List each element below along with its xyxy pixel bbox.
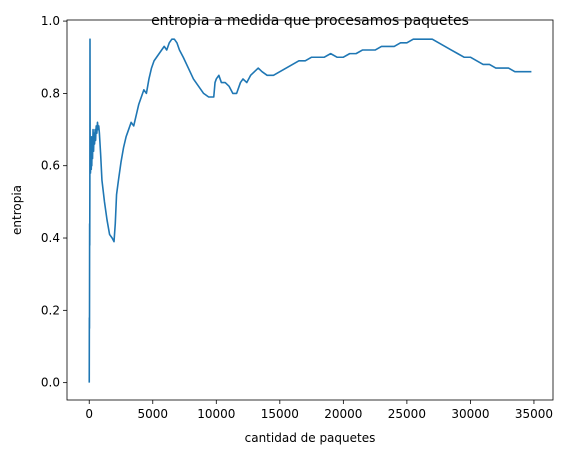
x-tick-label: 15000 [261, 407, 299, 421]
y-tick-label: 1.0 [41, 14, 60, 28]
x-axis-label: cantidad de paquetes [245, 431, 376, 445]
x-tick-label: 10000 [197, 407, 235, 421]
y-axis: 0.0 0.2 0.4 0.6 0.8 1.0 [41, 14, 67, 390]
plot-frame [66, 19, 554, 401]
y-tick-label: 0.0 [41, 376, 60, 390]
y-tick-label: 0.4 [41, 231, 60, 245]
y-tick-label: 0.8 [41, 86, 60, 100]
x-tick-label: 0 [85, 407, 93, 421]
x-axis: 0 5000 10000 15000 20000 25000 30000 35000 [85, 400, 553, 421]
y-tick-label: 0.2 [41, 303, 60, 317]
chart-title: entropia a medida que procesamos paquete… [151, 13, 469, 29]
x-tick-label: 5000 [137, 407, 168, 421]
y-tick-label: 0.6 [41, 159, 60, 173]
x-tick-label: 25000 [388, 407, 426, 421]
x-tick-label: 20000 [324, 407, 362, 421]
x-tick-label: 30000 [451, 407, 489, 421]
series-line-0 [88, 38, 532, 383]
y-axis-label: entropia [10, 185, 24, 235]
x-tick-label: 35000 [515, 407, 553, 421]
